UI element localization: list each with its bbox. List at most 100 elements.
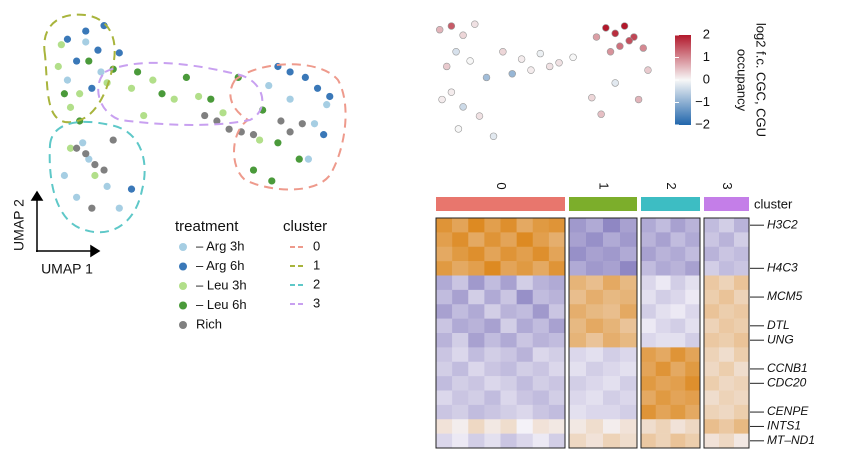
heatmap-cell: [670, 218, 686, 233]
heatmap-cell: [548, 433, 566, 449]
point: [158, 90, 166, 98]
heatmap-cell: [436, 261, 453, 276]
point: [459, 31, 467, 39]
heatmap-cell: [452, 261, 469, 276]
heatmap-cell: [734, 218, 750, 233]
point: [555, 59, 563, 67]
heatmap-cell: [704, 433, 720, 449]
heatmap-cell: [719, 232, 735, 248]
heatmap-cell: [516, 246, 534, 262]
umap-axes: [30, 190, 101, 258]
heatmap-cell: [685, 289, 701, 305]
heatmap-cell: [516, 275, 534, 291]
heatmap-cell: [484, 232, 501, 248]
point: [569, 53, 577, 61]
heatmap-cell: [685, 246, 701, 262]
point: [97, 68, 105, 76]
point: [73, 144, 81, 152]
heatmap-cell: [484, 376, 501, 391]
heatmap-cell: [620, 246, 638, 262]
heatmap-cell: [734, 275, 750, 291]
heatmap-cell: [452, 218, 469, 233]
heatmap-cell: [436, 361, 453, 377]
heatmap-cell: [484, 275, 501, 291]
heatmap-cell: [670, 318, 686, 334]
heatmap-cell: [516, 232, 534, 248]
heatmap-cell: [452, 404, 469, 420]
point: [611, 29, 619, 38]
heatmap-cell: [670, 404, 686, 420]
heatmap-cell: [734, 361, 750, 377]
heatmap-cell: [452, 246, 469, 262]
heatmap-cell: [569, 232, 587, 248]
heatmap-cell: [548, 318, 566, 334]
heatmap-cell: [655, 304, 671, 319]
point: [201, 111, 209, 120]
heatmap-cell: [452, 333, 469, 348]
point: [85, 57, 93, 65]
heatmap-cell: [569, 361, 587, 377]
heatmap-cell: [719, 376, 735, 391]
heatmap-cell: [548, 333, 566, 348]
heatmap-cell: [586, 376, 604, 391]
arrow-head: [90, 244, 101, 258]
heatmap-cell: [532, 289, 550, 305]
heatmap-cell: [641, 218, 657, 233]
y-axis-label: UMAP 2: [11, 199, 27, 251]
point: [268, 177, 276, 185]
heatmap-cell: [484, 433, 501, 449]
x-axis-label: UMAP 1: [41, 261, 93, 277]
heatmap-cell: [468, 390, 485, 406]
legend-label: – Arg 3h: [196, 238, 244, 253]
heatmap-cell: [500, 390, 517, 406]
heatmap-cell: [620, 433, 638, 449]
heatmap-cell: [641, 318, 657, 334]
point: [219, 109, 227, 117]
heatmap-cell: [641, 261, 657, 276]
heatmap-cell: [670, 261, 686, 276]
point: [588, 93, 596, 102]
heatmap-cell: [620, 218, 638, 233]
heatmap-cell: [586, 433, 604, 449]
legend-label: 0: [313, 238, 320, 253]
heatmap-cell: [436, 347, 453, 363]
heatmap-cell: [500, 232, 517, 248]
heatmap-cell: [452, 419, 469, 434]
heatmap-border: [568, 217, 638, 449]
heatmap-cell: [484, 404, 501, 420]
heatmap-cell: [586, 347, 604, 363]
heatmap-cell: [704, 376, 720, 391]
row-label: H3C2: [767, 217, 798, 231]
heatmap-cell: [620, 361, 638, 377]
heatmap-cell: [603, 232, 621, 248]
heatmap-cell: [548, 289, 566, 305]
heatmap-cell: [719, 361, 735, 377]
heatmap-cell: [436, 433, 453, 449]
heatmap-cell: [452, 318, 469, 334]
heatmap-cell: [436, 218, 453, 233]
heatmap-cell: [670, 246, 686, 262]
point: [602, 24, 610, 32]
heatmap-cell: [719, 390, 735, 406]
heatmap-cell: [734, 376, 750, 391]
heatmap-cell: [468, 289, 485, 305]
point: [597, 110, 605, 118]
heatmap-cell: [704, 318, 720, 334]
heatmap-cell: [452, 275, 469, 291]
heatmap-cell: [685, 361, 701, 377]
heatmap-cell: [569, 289, 587, 305]
heatmap-cell: [586, 289, 604, 305]
heatmap-cell: [532, 333, 550, 348]
heatmap-cell: [484, 261, 501, 276]
point: [249, 166, 258, 174]
point: [482, 73, 491, 82]
heatmap-cell: [436, 318, 453, 334]
heatmap-cell: [500, 318, 517, 334]
heatmap-cell: [670, 275, 686, 291]
heatmap-cell: [655, 261, 671, 276]
point: [115, 204, 123, 212]
heatmap-cell: [569, 275, 587, 291]
heatmap-cell: [532, 404, 550, 420]
heatmap-cell: [468, 433, 485, 449]
heatmap-cell: [436, 246, 453, 262]
